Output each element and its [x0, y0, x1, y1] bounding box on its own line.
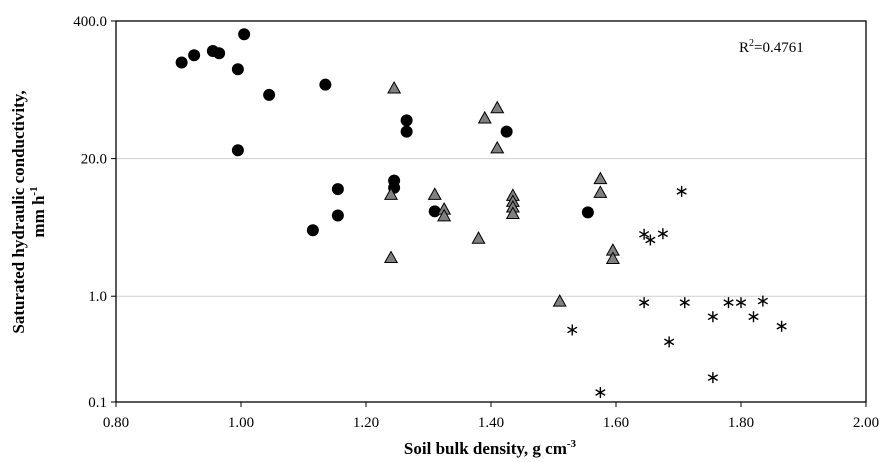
data-point-circle	[231, 63, 244, 76]
plot-frame	[115, 20, 867, 403]
y-axis-title-line1: Saturated hydraulic conductivity,	[9, 90, 28, 333]
data-point-circle	[400, 114, 413, 127]
y-tick-label: 1.0	[88, 289, 107, 305]
r-squared-annotation: R2=0.4761	[739, 38, 804, 56]
x-tick-label: 0.80	[103, 415, 129, 431]
x-tick-label: 1.00	[228, 415, 254, 431]
plot-border	[115, 20, 867, 403]
data-point-asterisk	[707, 311, 718, 323]
data-point-circle	[263, 88, 276, 101]
x-axis-title: Soil bulk density, g cm-3	[404, 438, 577, 458]
y-tick-label: 20.0	[81, 152, 107, 168]
data-point-circle	[331, 209, 344, 222]
data-point-circle	[319, 78, 332, 91]
data-point-asterisk	[776, 320, 787, 332]
data-point-asterisk	[595, 386, 606, 398]
x-tick-label: 1.40	[478, 415, 504, 431]
data-point-asterisk	[707, 372, 718, 384]
y-tick-label: 400.0	[73, 14, 107, 30]
data-point-circle	[175, 56, 188, 69]
data-point-asterisk	[723, 297, 734, 309]
x-tick-label: 1.20	[353, 415, 379, 431]
data-point-circle	[581, 206, 594, 219]
y-tick-labels: 0.1 1.0 20.0 400.0	[73, 14, 116, 411]
gridlines	[116, 158, 866, 297]
data-point-asterisk	[639, 297, 650, 309]
data-point-circle	[213, 47, 226, 60]
data-point-circle	[331, 183, 344, 196]
data-point-triangle	[477, 110, 492, 124]
data-point-triangle	[490, 100, 505, 114]
data-point-triangle	[471, 231, 486, 244]
data-point-circle	[238, 28, 251, 41]
data-point-circle	[231, 144, 244, 157]
data-point-triangle	[383, 250, 399, 264]
data-point-triangle	[593, 171, 608, 185]
data-point-asterisk	[735, 297, 747, 309]
data-point-triangle	[593, 185, 608, 198]
data-point-asterisk	[757, 295, 768, 307]
data-point-asterisk	[664, 336, 675, 348]
data-point-triangle	[427, 187, 442, 200]
x-tick-label: 1.60	[603, 415, 629, 431]
data-points	[175, 28, 787, 398]
data-point-circle	[306, 224, 319, 237]
data-point-circle	[500, 125, 513, 138]
x-tick-labels: 0.80 1.00 1.20 1.40 1.60 1.80 2.00	[103, 402, 879, 431]
y-axis-title-line2: mm h-1	[28, 186, 48, 237]
data-point-triangle	[552, 294, 567, 307]
data-point-asterisk	[657, 228, 668, 240]
data-point-triangle	[605, 251, 620, 265]
data-point-circle	[400, 125, 413, 138]
data-point-triangle	[387, 80, 402, 94]
data-point-asterisk	[567, 324, 578, 336]
data-point-triangle	[383, 187, 399, 200]
data-point-asterisk	[676, 185, 687, 197]
data-point-asterisk	[679, 297, 690, 309]
data-point-asterisk	[748, 311, 759, 323]
data-point-asterisk	[645, 234, 656, 246]
y-tick-label: 0.1	[88, 395, 107, 411]
x-tick-label: 1.80	[728, 415, 754, 431]
data-point-triangle	[490, 140, 505, 154]
data-point-asterisk	[639, 228, 650, 240]
data-point-triangle	[505, 206, 520, 219]
data-point-circle	[188, 49, 201, 62]
y-axis-title: Saturated hydraulic conductivity, mm h-1	[9, 90, 48, 333]
data-point-triangle	[437, 208, 452, 222]
x-tick-label: 2.00	[853, 415, 879, 431]
